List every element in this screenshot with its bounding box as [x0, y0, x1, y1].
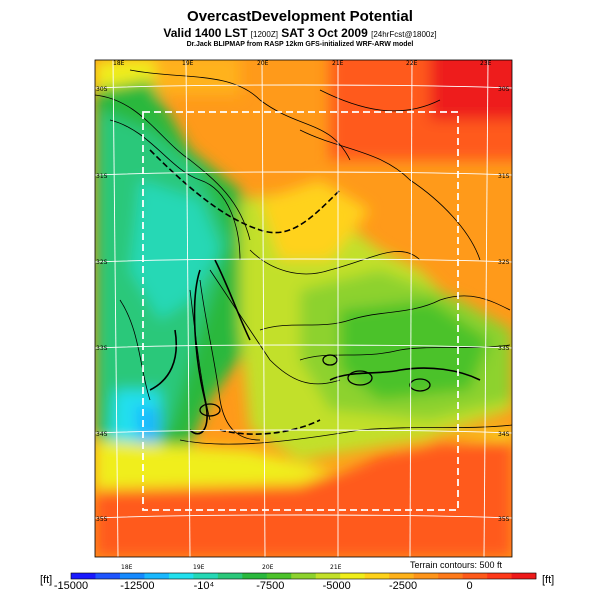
- colorbar-frame: [70, 572, 537, 580]
- colorbar-swatch: [291, 573, 317, 579]
- lon-label-top: 23E: [480, 60, 492, 67]
- valid-time: Valid 1400 LST [1200Z] SAT 3 Oct 2009 [2…: [0, 26, 600, 40]
- lat-label-left: 30S: [96, 86, 108, 93]
- colorbar-tick-label: -5000: [323, 580, 351, 592]
- lat-label-right: 31S: [498, 173, 510, 180]
- lat-label-right: 34S: [498, 431, 510, 438]
- colorbar-swatch: [193, 573, 219, 579]
- colorbar-tick-label: -10⁴: [194, 580, 215, 592]
- colorbar-tick-label: -12500: [120, 580, 154, 592]
- latlon-grid: [95, 60, 512, 557]
- colorbar-swatch: [487, 573, 512, 579]
- colorbar-tick-label: -2500: [389, 580, 417, 592]
- colorbar-swatch: [511, 573, 537, 579]
- lat-label-right: 33S: [498, 345, 510, 352]
- lon-label-top: 18E: [113, 60, 125, 67]
- lat-label-left: 32S: [96, 259, 108, 266]
- colorbar-swatch: [389, 573, 414, 579]
- colorbar-swatch: [462, 573, 488, 579]
- contour-dashed: [149, 149, 341, 435]
- colorbar-unit-right: [ft]: [542, 574, 555, 586]
- lon-label-bottom: 20E: [262, 564, 274, 571]
- lon-label-bottom: 18E: [121, 564, 133, 571]
- lon-label-top: 19E: [182, 60, 194, 67]
- lat-label-right: 35S: [498, 516, 510, 523]
- lat-label-right: 32S: [498, 259, 510, 266]
- colorbar-swatch: [217, 573, 243, 579]
- colorbar-swatch: [266, 573, 292, 579]
- lon-label-top: 21E: [332, 60, 344, 67]
- colorbar-tick-label: 0: [467, 580, 473, 592]
- lat-label-right: 30S: [498, 86, 510, 93]
- valid-code: [1200Z]: [250, 30, 278, 39]
- colorbar-tick-label: -7500: [256, 580, 284, 592]
- lat-label-left: 35S: [96, 516, 108, 523]
- forecast-code: [24hrFcst@1800z]: [371, 30, 437, 39]
- contour-thick: [149, 259, 481, 435]
- lon-label-top: 22E: [406, 60, 418, 67]
- inner-domain-box: [142, 111, 459, 511]
- lon-label-bottom: 19E: [193, 564, 205, 571]
- colorbar-unit-left: [ft]: [40, 574, 53, 586]
- colorbar-ticks: -15000 -12500 -10⁴ -7500 -5000 -2500 0: [54, 580, 473, 592]
- chart-title: OvercastDevelopment Potential: [187, 8, 413, 25]
- colorbar-swatch: [438, 573, 463, 579]
- colorbar-swatch: [71, 573, 96, 579]
- colorbar-swatch: [364, 573, 390, 579]
- colorbar-swatch: [340, 573, 365, 579]
- valid-date: SAT 3 Oct 2009: [281, 26, 368, 40]
- potential-field: [95, 60, 512, 557]
- colorbar-tick-label: -15000: [54, 580, 88, 592]
- colorbar-swatch: [413, 573, 439, 579]
- model-credit: Dr.Jack BLIPMAP from RASP 12km GFS-initi…: [186, 41, 414, 48]
- colorbar-swatch: [95, 573, 121, 579]
- lat-label-left: 34S: [96, 431, 108, 438]
- lon-label-top: 20E: [257, 60, 269, 67]
- lon-label-bottom: 21E: [330, 564, 342, 571]
- lat-label-left: 31S: [96, 173, 108, 180]
- valid-prefix: Valid 1400 LST: [163, 26, 248, 40]
- map-frame: [94, 59, 513, 558]
- terrain-contour-note: Terrain contours: 500 ft: [409, 560, 502, 570]
- terrain-contours: [95, 69, 512, 445]
- colorbar-swatch: [315, 573, 341, 579]
- colorbar-swatch: [168, 573, 194, 579]
- colorbar-swatch: [119, 573, 145, 579]
- contour-loops: [199, 354, 431, 417]
- colorbar-swatch: [144, 573, 170, 579]
- colorbar-swatch: [242, 573, 268, 579]
- colorbar: [70, 572, 537, 580]
- lat-label-left: 33S: [96, 345, 108, 352]
